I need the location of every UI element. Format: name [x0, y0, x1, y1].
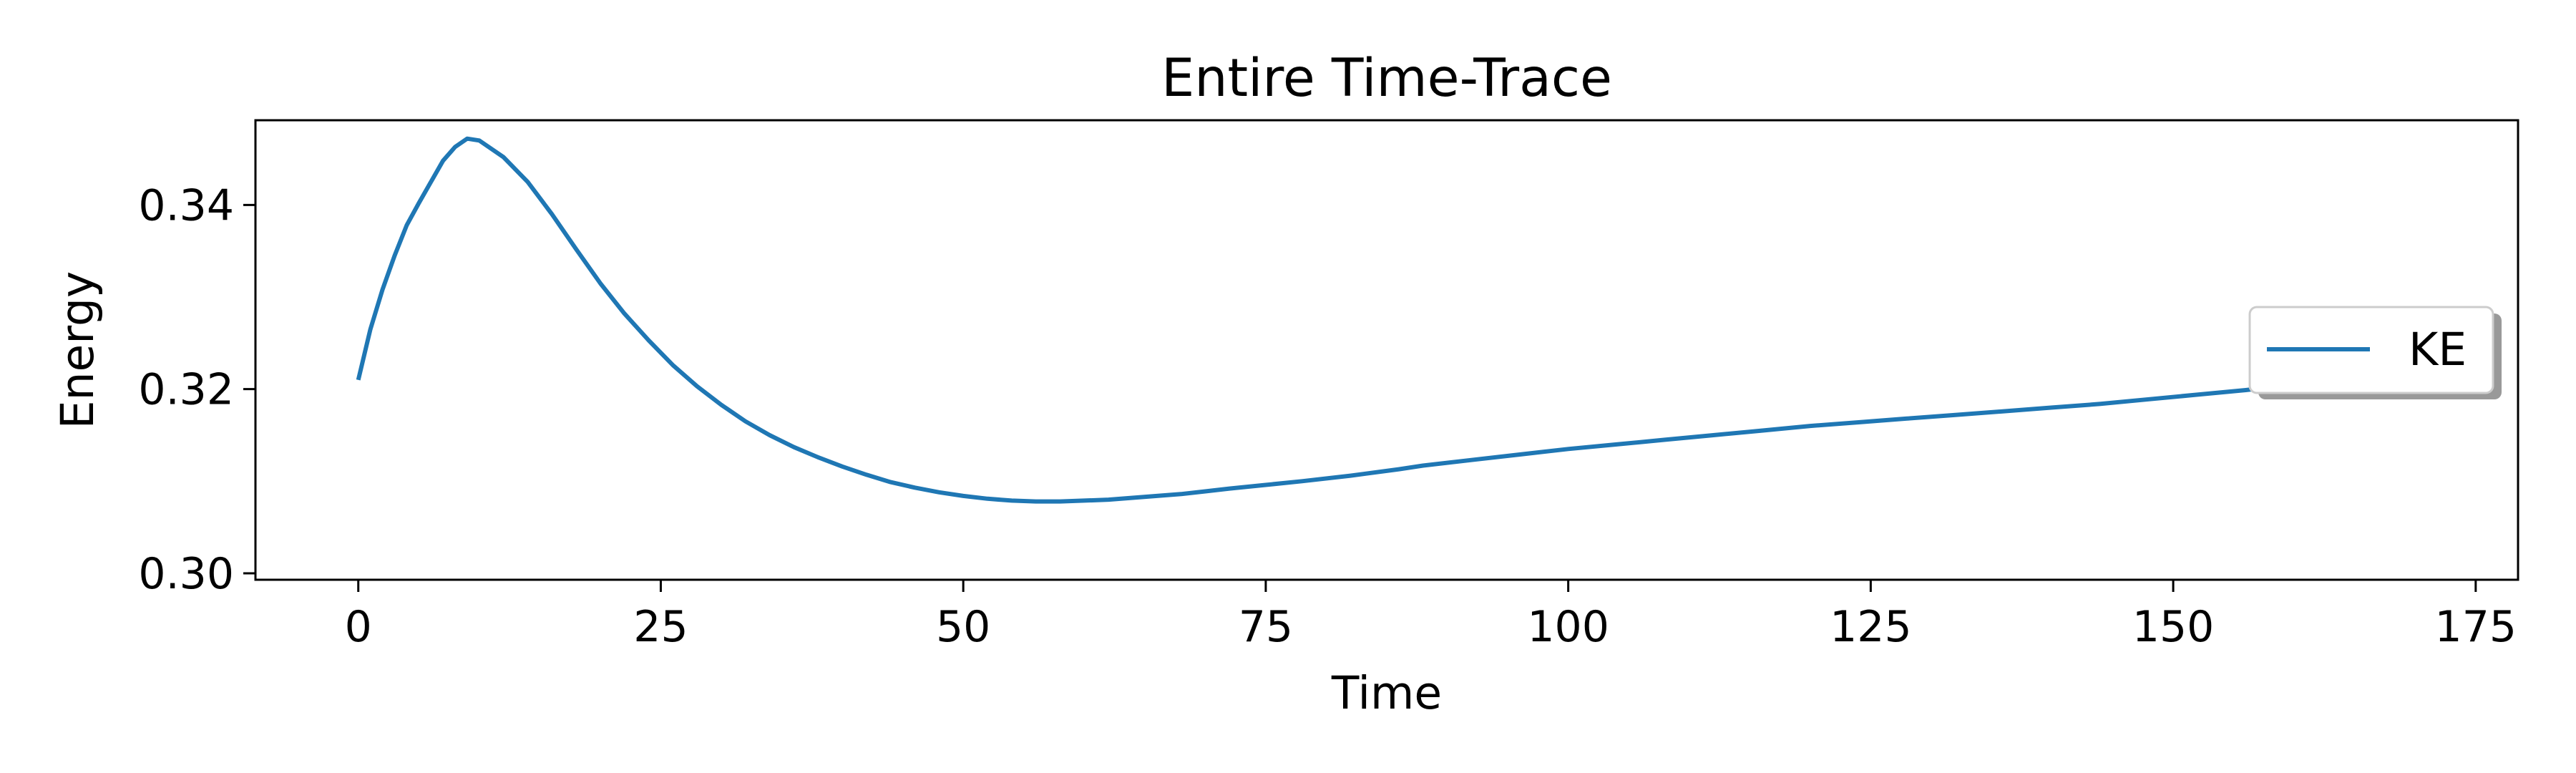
y-tick-label: 0.30: [138, 549, 234, 599]
y-axis-label: Energy: [52, 271, 104, 429]
legend-box: [2248, 306, 2494, 394]
x-tick-label: 75: [1239, 602, 1293, 652]
legend: KE: [2248, 306, 2502, 399]
x-tick-label: 100: [1527, 602, 1609, 652]
x-tick-label: 125: [1830, 602, 1912, 652]
axes-frame: [254, 119, 2519, 581]
x-tick-label: 175: [2435, 602, 2517, 652]
series-layer: [356, 136, 2416, 504]
chart-title: Entire Time-Trace: [1161, 48, 1612, 109]
y-tick-label: 0.34: [138, 180, 234, 230]
x-axis: 0 25 50 75 100 125 150 175: [345, 580, 2517, 652]
x-tick-label: 0: [345, 602, 372, 652]
series-line-ke: [356, 136, 2416, 504]
x-tick-label: 150: [2132, 602, 2215, 652]
plot-area: [254, 119, 2519, 581]
legend-label-ke: KE: [2409, 324, 2467, 376]
y-tick-label: 0.32: [138, 365, 234, 415]
x-tick-label: 50: [936, 602, 990, 652]
y-axis: 0.30 0.32 0.34: [138, 180, 255, 599]
x-axis-label: Time: [1331, 667, 1442, 719]
x-tick-label: 25: [633, 602, 688, 652]
